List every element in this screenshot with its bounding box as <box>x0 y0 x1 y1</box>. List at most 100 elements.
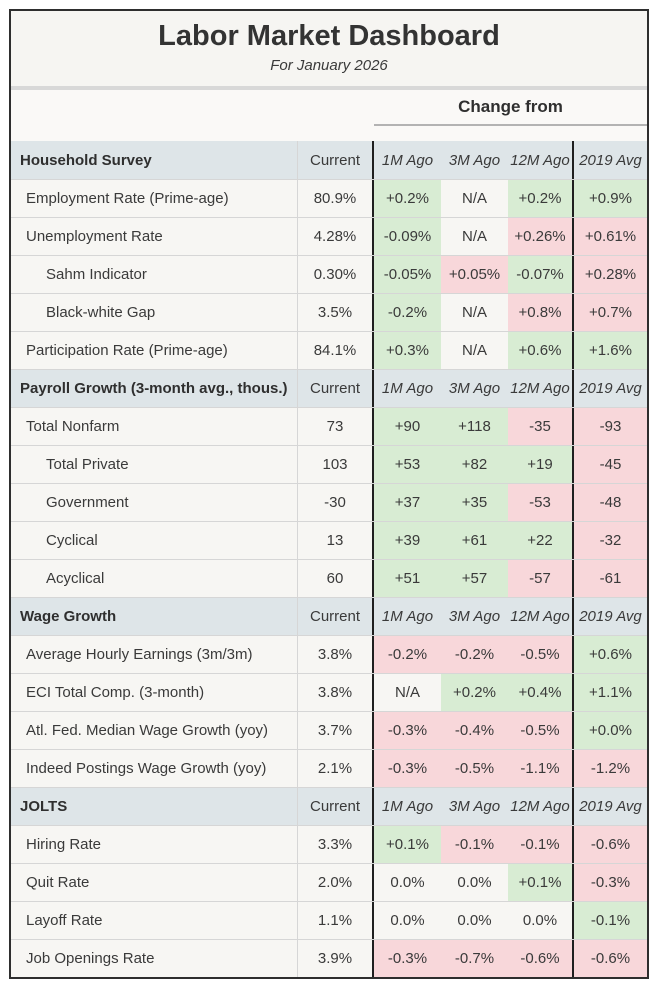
change-cell: 0.0% <box>508 902 574 939</box>
row-label: Black-white Gap <box>11 294 298 331</box>
current-value-cell: 80.9% <box>298 180 374 217</box>
change-cell: N/A <box>461 190 487 207</box>
current-value-cell: 3.8% <box>298 636 374 673</box>
row-label: Layoff Rate <box>11 902 298 939</box>
change-cell: -0.5% <box>441 750 508 787</box>
column-header-change: 1M Ago <box>381 608 434 625</box>
current-value-cell: 3.8% <box>298 674 374 711</box>
table-row: Average Hourly Earnings (3m/3m) 3.8% -0.2%… <box>11 635 647 673</box>
row-label: Employment Rate (Prime-age) <box>11 180 298 217</box>
change-cell: +1.1% <box>574 674 647 711</box>
current-value-cell: 60 <box>298 560 374 597</box>
column-header-current: Current <box>298 788 374 825</box>
change-cell: +0.26% <box>508 218 574 255</box>
change-cell: +61 <box>441 522 508 559</box>
change-cell: -0.1% <box>441 826 508 863</box>
column-header-change: 12M Ago <box>508 370 574 407</box>
change-cell: -0.3% <box>374 750 441 787</box>
change-cell: +0.05% <box>441 256 508 293</box>
change-cell: -0.2% <box>441 636 508 673</box>
row-label: Indeed Postings Wage Growth (yoy) <box>11 750 298 787</box>
change-cell: +0.28% <box>574 256 647 293</box>
row-label: Quit Rate <box>11 864 298 901</box>
change-cell: -0.07% <box>508 256 574 293</box>
table-row: Acyclical 60 +51 +57 -57 -61 <box>11 559 647 597</box>
current-value-cell: 3.9% <box>298 940 374 977</box>
change-cell: -57 <box>508 560 574 597</box>
dashboard-frame: Labor Market Dashboard For January 2026 … <box>9 9 649 979</box>
change-cell: +0.8% <box>508 294 574 331</box>
section-name: Household Survey <box>11 141 298 179</box>
change-cell: +0.1% <box>374 826 441 863</box>
change-cell: -53 <box>508 484 574 521</box>
change-cell: -0.1% <box>508 826 574 863</box>
change-cell: -1.1% <box>508 750 574 787</box>
row-label: Hiring Rate <box>11 826 298 863</box>
dashboard-table: Household Survey Current 1M Ago 3M Ago 12M A… <box>11 141 647 977</box>
table-row: Unemployment Rate 4.28% -0.09% N/A +0.26% +0.… <box>11 217 647 255</box>
table-row: Total Nonfarm 73 +90 +118 -35 -93 <box>11 407 647 445</box>
column-header-change: 3M Ago <box>448 798 501 815</box>
change-cell: -0.4% <box>441 712 508 749</box>
page-title: Labor Market Dashboard <box>158 20 500 52</box>
change-from-header: Change from <box>374 90 647 126</box>
table-row: Layoff Rate 1.1% 0.0% 0.0% 0.0% -0.1% <box>11 901 647 939</box>
column-header-change: 12M Ago <box>508 141 574 179</box>
change-cell: -0.5% <box>508 712 574 749</box>
row-label: Atl. Fed. Median Wage Growth (yoy) <box>11 712 298 749</box>
row-label: Sahm Indicator <box>11 256 298 293</box>
change-cell: N/A <box>461 304 487 321</box>
row-label: Government <box>11 484 298 521</box>
change-cell: +37 <box>374 484 441 521</box>
change-cell: +19 <box>508 446 574 483</box>
table-row: Government -30 +37 +35 -53 -48 <box>11 483 647 521</box>
row-label: Cyclical <box>11 522 298 559</box>
current-value-cell: 1.1% <box>298 902 374 939</box>
change-cell: +118 <box>441 408 508 445</box>
page-subtitle: For January 2026 <box>270 57 388 74</box>
change-cell: -45 <box>574 446 647 483</box>
change-cell: -0.7% <box>441 940 508 977</box>
table-row: Participation Rate (Prime-age) 84.1% +0.3%… <box>11 331 647 369</box>
change-cell: -93 <box>574 408 647 445</box>
column-header-change: 1M Ago <box>381 151 434 169</box>
change-cell: +0.2% <box>374 180 441 217</box>
column-header-change: 3M Ago <box>448 608 501 625</box>
change-cell: +0.1% <box>508 864 574 901</box>
change-cell: 0.0% <box>457 912 492 929</box>
table-row: Black-white Gap 3.5% -0.2% N/A +0.8% +0.7% <box>11 293 647 331</box>
change-cell: -0.3% <box>574 864 647 901</box>
current-value-cell: 84.1% <box>298 332 374 369</box>
change-cell: N/A <box>394 684 420 701</box>
table-row: Sahm Indicator 0.30% -0.05% +0.05% -0.07% +0.… <box>11 255 647 293</box>
table-row: Indeed Postings Wage Growth (yoy) 2.1% -0.… <box>11 749 647 787</box>
column-header-change: 2019 Avg <box>579 608 642 625</box>
change-cell: 0.0% <box>390 874 425 891</box>
current-value-cell: 3.3% <box>298 826 374 863</box>
row-label: ECI Total Comp. (3-month) <box>11 674 298 711</box>
row-label: Job Openings Rate <box>11 940 298 977</box>
change-cell: -0.05% <box>374 256 441 293</box>
section-name: JOLTS <box>11 788 298 825</box>
table-row: ECI Total Comp. (3-month) 3.8% N/A +0.2% +0.… <box>11 673 647 711</box>
change-cell: -0.2% <box>374 294 441 331</box>
change-cell: N/A <box>461 342 487 359</box>
column-header-change: 1M Ago <box>381 380 434 397</box>
change-cell: -0.6% <box>508 940 574 977</box>
row-label: Average Hourly Earnings (3m/3m) <box>11 636 298 673</box>
change-cell: -61 <box>574 560 647 597</box>
change-cell: +0.0% <box>574 712 647 749</box>
row-label: Participation Rate (Prime-age) <box>11 332 298 369</box>
change-cell: -0.5% <box>508 636 574 673</box>
change-cell: 0.0% <box>457 874 492 891</box>
table-row: Job Openings Rate 3.9% -0.3% -0.7% -0.6% -0.6… <box>11 939 647 977</box>
section-name: Wage Growth <box>11 598 298 635</box>
change-cell: +22 <box>508 522 574 559</box>
change-cell: +51 <box>374 560 441 597</box>
change-cell: +0.6% <box>574 636 647 673</box>
column-header-change: 2019 Avg <box>579 151 642 169</box>
change-cell: -0.6% <box>574 940 647 977</box>
row-label: Total Nonfarm <box>11 408 298 445</box>
title-divider <box>11 86 647 90</box>
change-cell: -0.6% <box>574 826 647 863</box>
